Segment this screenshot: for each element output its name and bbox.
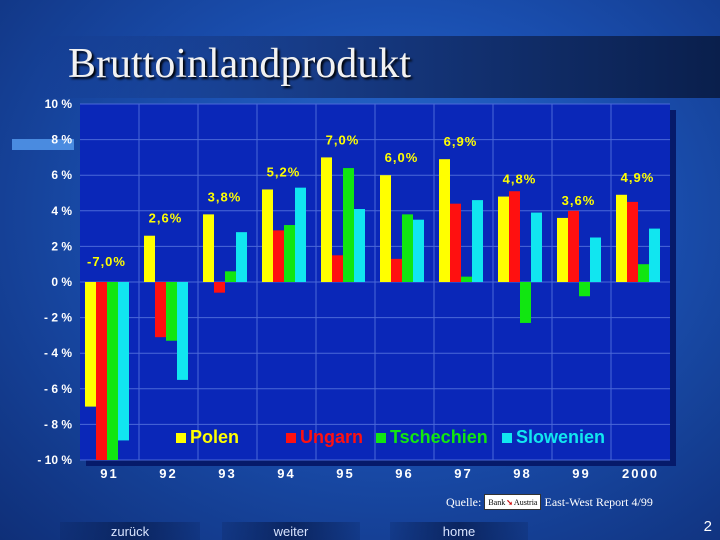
bar-ungarn-99 [568, 210, 579, 282]
data-label: 6,0% [385, 150, 419, 165]
bar-polen-91 [85, 282, 96, 407]
bar-slowenien-2000 [649, 228, 660, 282]
x-tick-label: 95 [336, 466, 354, 481]
legend-swatch-slowenien [502, 433, 512, 443]
bar-tschechien-94 [284, 225, 295, 282]
bar-ungarn-94 [273, 230, 284, 282]
data-label: 4,8% [503, 172, 537, 187]
x-tick-label: 2000 [622, 466, 659, 481]
bar-slowenien-98 [531, 212, 542, 282]
logo-text-bank: Bank [488, 497, 506, 507]
legend-label-ungarn: Ungarn [300, 427, 363, 447]
bar-polen-97 [439, 159, 450, 282]
bar-ungarn-95 [332, 255, 343, 282]
data-label: 5,2% [267, 164, 301, 179]
y-tick-label: 2 % [51, 239, 72, 253]
bar-ungarn-92 [155, 282, 166, 338]
back-button[interactable]: zurück [60, 522, 200, 540]
bar-tschechien-96 [402, 214, 413, 282]
next-button[interactable]: weiter [222, 522, 360, 540]
bar-slowenien-94 [295, 187, 306, 282]
data-label: 6,9% [444, 134, 478, 149]
bar-tschechien-91 [107, 282, 118, 460]
bar-ungarn-2000 [627, 201, 638, 282]
source-report: East-West Report 4/99 [544, 494, 653, 509]
bar-tschechien-98 [520, 282, 531, 323]
title-band [40, 36, 720, 98]
bar-slowenien-91 [118, 282, 129, 441]
bank-austria-logo: Bank ➘ Austria [484, 494, 542, 510]
data-label: 3,6% [562, 193, 596, 208]
y-tick-label: - 6 % [44, 382, 72, 396]
slide-title: Bruttoinlandprodukt [68, 41, 411, 87]
bar-slowenien-92 [177, 282, 188, 380]
bar-tschechien-99 [579, 282, 590, 297]
y-tick-label: - 10 % [37, 453, 72, 467]
legend-swatch-polen [176, 433, 186, 443]
y-tick-label: 0 % [51, 275, 72, 289]
y-tick-label: 6 % [51, 168, 72, 182]
page-number: 2 [703, 518, 712, 535]
bar-ungarn-98 [509, 191, 520, 282]
bar-polen-99 [557, 217, 568, 282]
data-label: 7,0% [326, 132, 360, 147]
x-tick-label: 97 [454, 466, 472, 481]
legend-label-tschechien: Tschechien [390, 427, 488, 447]
left-accent-bar [12, 139, 74, 150]
y-tick-label: - 4 % [44, 346, 72, 360]
y-tick-label: - 2 % [44, 311, 72, 325]
bar-polen-92 [144, 235, 155, 282]
x-tick-label: 91 [100, 466, 118, 481]
bar-ungarn-96 [391, 258, 402, 282]
y-tick-label: 10 % [45, 97, 73, 111]
bar-slowenien-99 [590, 237, 601, 282]
logo-text-austria: Austria [513, 497, 538, 507]
bar-ungarn-91 [96, 282, 107, 460]
data-label: 2,6% [149, 211, 183, 226]
bar-ungarn-93 [214, 282, 225, 293]
x-tick-label: 93 [218, 466, 236, 481]
logo-swoosh-icon: ➘ [506, 497, 513, 507]
x-tick-label: 92 [159, 466, 177, 481]
y-tick-label: - 8 % [44, 417, 72, 431]
data-label: 3,8% [208, 189, 242, 204]
data-label: -7,0% [87, 254, 126, 269]
bar-polen-96 [380, 175, 391, 282]
home-button[interactable]: home [390, 522, 528, 540]
legend-swatch-tschechien [376, 433, 386, 443]
bar-tschechien-2000 [638, 264, 649, 282]
bar-tschechien-97 [461, 276, 472, 282]
bar-polen-2000 [616, 194, 627, 282]
data-label: 4,9% [621, 170, 655, 185]
source-note: Quelle: Bank ➘ Austria East-West Report … [446, 494, 653, 510]
bar-slowenien-97 [472, 200, 483, 282]
bar-slowenien-95 [354, 209, 365, 282]
legend-label-polen: Polen [190, 427, 239, 447]
bar-tschechien-93 [225, 271, 236, 282]
source-prefix: Quelle: [446, 494, 482, 509]
bar-ungarn-97 [450, 203, 461, 282]
bar-slowenien-93 [236, 232, 247, 282]
y-tick-label: 8 % [51, 133, 72, 147]
x-tick-label: 94 [277, 466, 295, 481]
legend-label-slowenien: Slowenien [516, 427, 605, 447]
bar-polen-93 [203, 214, 214, 282]
x-tick-label: 96 [395, 466, 413, 481]
bar-polen-94 [262, 189, 273, 282]
x-tick-label: 98 [513, 466, 531, 481]
bar-polen-98 [498, 196, 509, 282]
x-tick-label: 99 [572, 466, 590, 481]
gdp-bar-chart: 10 % 8 % 6 % 4 % 2 % 0 % - 2 % - 4 % - 6 % - 8 % -… [37, 97, 676, 481]
bar-tschechien-95 [343, 168, 354, 282]
legend-swatch-ungarn [286, 433, 296, 443]
y-tick-label: 4 % [51, 204, 72, 218]
bar-tschechien-92 [166, 282, 177, 341]
bar-polen-95 [321, 157, 332, 282]
bar-slowenien-96 [413, 219, 424, 282]
